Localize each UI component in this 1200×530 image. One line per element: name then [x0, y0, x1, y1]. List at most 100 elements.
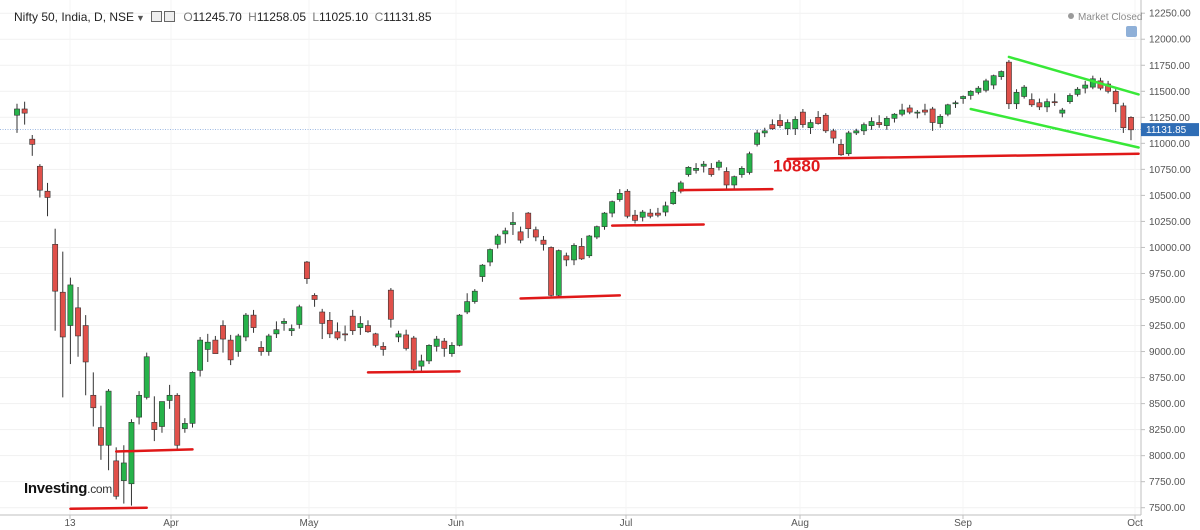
candle-body: [571, 245, 577, 261]
y-tick-label: 10000.00: [1149, 243, 1191, 254]
candle: [822, 113, 829, 133]
support-line: [610, 223, 705, 227]
candle: [82, 315, 89, 396]
candle-body: [166, 394, 173, 401]
candle: [624, 189, 631, 219]
candle: [227, 334, 234, 366]
support-line: [519, 294, 622, 300]
support-line: [114, 448, 194, 453]
candle: [151, 396, 158, 442]
candle: [456, 314, 463, 347]
candle-body: [426, 345, 432, 362]
candle-body: [243, 314, 249, 338]
candle-body: [319, 311, 326, 324]
support-line: [786, 152, 1140, 161]
trend-line: [1007, 55, 1140, 96]
candle: [410, 335, 417, 372]
camera-icon[interactable]: [150, 11, 162, 22]
candle: [1067, 93, 1073, 104]
status-dot-icon: [1068, 13, 1074, 19]
candle-body: [769, 124, 776, 130]
candle-body: [44, 190, 51, 198]
last-price-badge: 11131.85: [1141, 123, 1199, 137]
candle-body: [75, 307, 81, 337]
x-tick-label: Aug: [791, 518, 809, 529]
candle-body: [441, 340, 448, 349]
candle-body: [1036, 102, 1043, 108]
candle: [1028, 93, 1035, 107]
candle: [235, 333, 242, 357]
candle-body: [838, 144, 844, 156]
candle: [738, 166, 745, 178]
x-tick-label: 13: [64, 518, 76, 529]
candle: [525, 212, 532, 239]
candle-body: [738, 168, 745, 175]
candle: [540, 235, 547, 251]
y-axis: 12250.00 12000.00 11750.00 11500.00 11250.00…: [1141, 9, 1191, 514]
candle: [334, 322, 341, 341]
candle: [899, 103, 905, 117]
candle: [799, 108, 806, 128]
candle-body: [258, 347, 265, 352]
candle: [578, 238, 585, 260]
candle-body: [1021, 86, 1028, 97]
candle: [212, 335, 219, 354]
candle-body: [1074, 88, 1081, 95]
candle-body: [1013, 92, 1020, 105]
candle-body: [929, 108, 936, 123]
candle-body: [174, 394, 181, 446]
candle: [723, 167, 730, 191]
candle: [311, 293, 318, 307]
candle-body: [410, 337, 417, 370]
candle: [14, 103, 20, 133]
candle-body: [1067, 95, 1073, 102]
candle: [731, 175, 738, 190]
candle: [304, 260, 310, 284]
candle-body: [151, 422, 158, 430]
high-value: 11258.05: [256, 10, 307, 24]
candle: [220, 320, 226, 353]
candle-body: [98, 427, 104, 446]
info-icon[interactable]: [1126, 26, 1137, 37]
candle: [960, 95, 967, 104]
candle: [189, 371, 196, 428]
candle-body: [1112, 90, 1119, 105]
candle: [838, 139, 844, 156]
candle-body: [525, 212, 532, 230]
candle: [563, 252, 570, 267]
candle: [258, 341, 265, 356]
chevron-down-icon[interactable]: ▼: [136, 13, 145, 23]
candle: [975, 86, 982, 95]
candle: [52, 228, 59, 331]
settings-icon[interactable]: [163, 11, 175, 22]
candle: [487, 248, 493, 267]
x-tick-label: Jun: [448, 518, 464, 529]
candle: [517, 226, 524, 244]
candle: [1044, 98, 1050, 113]
candle-body: [639, 211, 646, 218]
candle-body: [105, 390, 112, 446]
candle-body: [784, 122, 791, 130]
candle: [113, 447, 120, 500]
candle-body: [845, 132, 852, 155]
candle-body: [960, 96, 967, 99]
candle: [372, 332, 379, 348]
candle-body: [418, 360, 425, 367]
candle: [1128, 116, 1134, 141]
candle-body: [349, 315, 356, 332]
chart-header: Nifty 50, India, D, NSE ▼ O11245.70 H1125…: [14, 10, 432, 24]
candle: [1051, 93, 1058, 106]
symbol-label[interactable]: Nifty 50, India, D, NSE: [14, 10, 135, 24]
low-value: 11025.10: [319, 10, 369, 24]
candle-body: [624, 190, 631, 217]
candle: [265, 333, 272, 356]
candle-body: [799, 111, 806, 125]
candle: [548, 246, 554, 297]
candle: [571, 243, 577, 266]
candle-body: [700, 163, 707, 167]
candle: [883, 116, 890, 130]
candle: [983, 78, 989, 93]
candle: [136, 391, 142, 425]
candle-body: [113, 460, 120, 497]
